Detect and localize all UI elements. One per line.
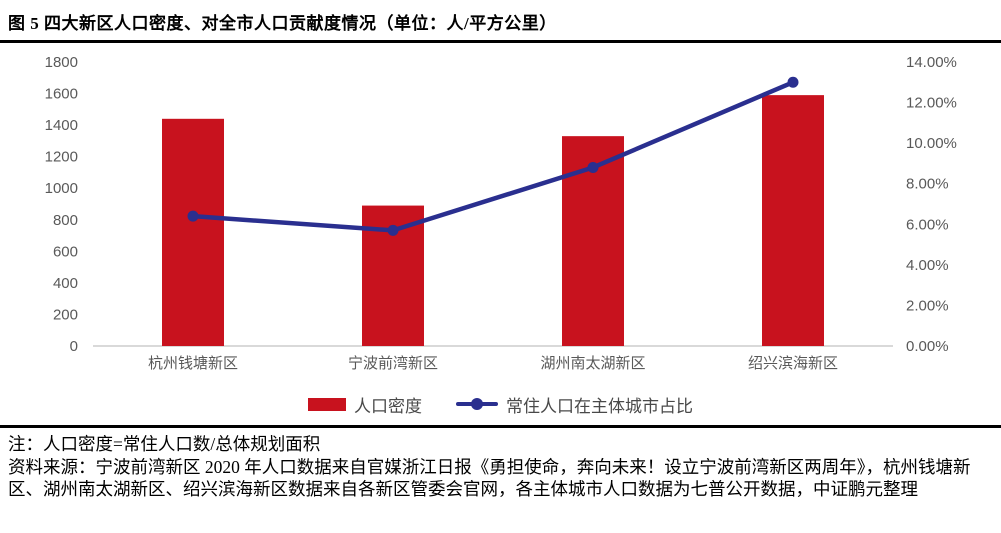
left-axis-tick: 200 <box>53 306 78 323</box>
line-point-绍兴滨海新区 <box>787 76 799 88</box>
chart-legend: 人口密度 常住人口在主体城市占比 <box>0 383 1001 425</box>
bar-绍兴滨海新区 <box>762 95 824 346</box>
right-axis-tick: 2.00% <box>906 297 949 314</box>
left-axis-tick: 1600 <box>45 86 78 103</box>
right-axis-tick: 12.00% <box>906 95 957 112</box>
right-axis-tick: 14.00% <box>906 54 957 71</box>
right-axis-tick: 4.00% <box>906 257 949 274</box>
left-axis-tick: 600 <box>53 243 78 260</box>
left-axis-tick: 1800 <box>45 54 78 71</box>
title-row: 图 5 四大新区人口密度、对全市人口贡献度情况（单位：人/平方公里） <box>0 0 1001 40</box>
right-axis-tick: 10.00% <box>906 135 957 152</box>
legend-label-share: 常住人口在主体城市占比 <box>506 396 693 416</box>
chart-area: 0 200 400 600 800 1000 1200 1400 1600 1800 0.00% 2.… <box>0 43 1001 383</box>
line-series-marker-icon <box>456 398 498 410</box>
share-line <box>192 80 794 233</box>
line-marker-dot <box>471 398 483 410</box>
right-axis-tick: 8.00% <box>906 176 949 193</box>
combo-chart: 0 200 400 600 800 1000 1200 1400 1600 1800 0.00% 2.… <box>45 54 957 372</box>
legend-label-density: 人口密度 <box>354 396 422 416</box>
line-point-宁波前湾新区 <box>387 224 399 236</box>
legend-item-density: 人口密度 <box>308 392 422 417</box>
note-definition: 注：人口密度=常住人口数/总体规划面积 <box>8 434 321 454</box>
top-divider <box>0 40 1001 43</box>
category-label: 湖州南太湖新区 <box>540 355 645 372</box>
footnotes: 注：人口密度=常住人口数/总体规划面积 资料来源：宁波前湾新区 2020 年人口… <box>0 428 1001 501</box>
left-axis-tick: 1000 <box>45 180 78 197</box>
left-axis-tick: 400 <box>53 275 78 292</box>
left-axis-tick: 1400 <box>45 117 78 134</box>
bar-杭州钱塘新区 <box>162 118 224 346</box>
legend-item-share: 常住人口在主体城市占比 <box>456 392 693 417</box>
left-axis-tick: 0 <box>70 338 78 355</box>
left-axis-tick: 1200 <box>45 149 78 166</box>
right-axis-tick: 6.00% <box>906 216 949 233</box>
line-point-湖州南太湖新区 <box>587 161 599 173</box>
category-label: 绍兴滨海新区 <box>748 355 838 372</box>
category-label: 杭州钱塘新区 <box>148 355 238 372</box>
left-axis-tick: 800 <box>53 212 78 229</box>
bottom-divider <box>0 425 1001 428</box>
right-axis-tick: 0.00% <box>906 338 949 355</box>
line-point-杭州钱塘新区 <box>187 210 199 222</box>
category-label: 宁波前湾新区 <box>348 355 438 372</box>
note-source: 资料来源：宁波前湾新区 2020 年人口数据来自官媒浙江日报《勇担使命，奔向未来… <box>8 456 971 500</box>
chart-title: 图 5 四大新区人口密度、对全市人口贡献度情况（单位：人/平方公里） <box>8 14 557 33</box>
bar-series-swatch-icon <box>308 397 346 411</box>
